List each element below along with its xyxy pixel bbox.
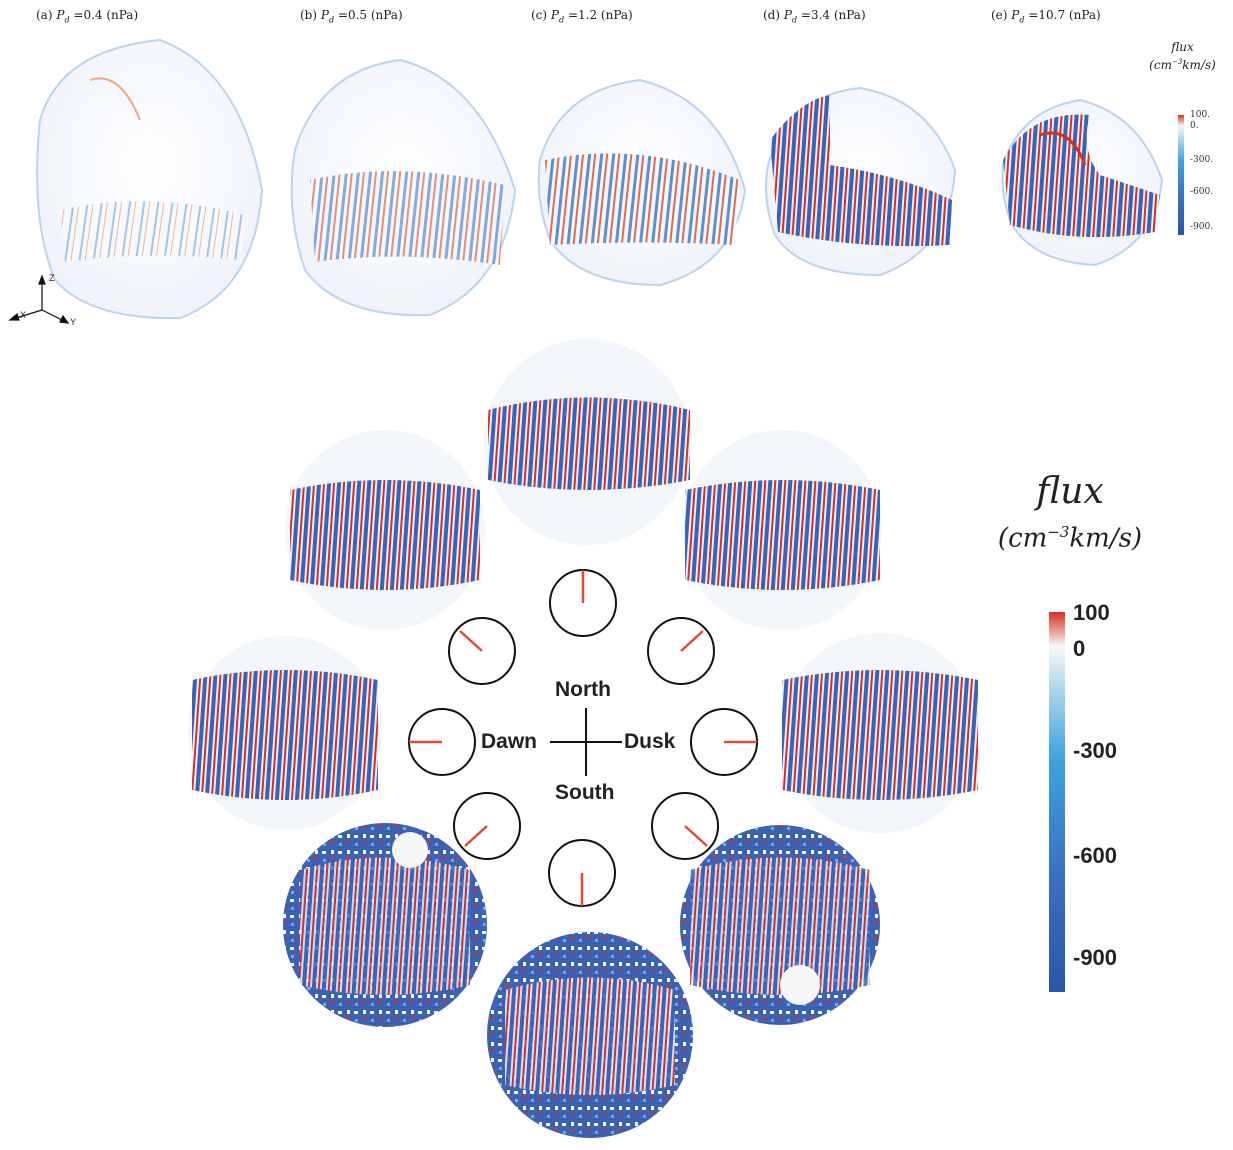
panel-d-image — [765, 86, 957, 277]
clock-dial-northwest-icon — [448, 617, 516, 685]
clock-dial-northeast-icon — [647, 617, 715, 685]
panel-b-image — [290, 58, 517, 317]
big-tick-0: 0 — [1073, 636, 1086, 661]
sphere-view-bottom — [487, 932, 693, 1138]
small-tick-neg900: -900. — [1190, 222, 1214, 232]
clock-dial-southwest-icon — [453, 792, 521, 860]
panel-value: =3.4 (nPa) — [800, 8, 866, 22]
big-tick-neg900: -900 — [1073, 945, 1118, 970]
panel-title-c: (c) Pd =1.2 (nPa) — [531, 8, 633, 24]
panel-a-image — [36, 38, 264, 320]
panel-value: =10.7 (nPa) — [1028, 8, 1101, 22]
unit-prefix: (cm — [997, 523, 1048, 554]
pd-symbol: P — [320, 8, 329, 22]
pd-subscript: d — [791, 15, 798, 25]
axis-z-label: Z — [49, 273, 55, 283]
small-legend-title: flux (cm−3km/s) — [1135, 40, 1230, 73]
pd-subscript: d — [64, 15, 70, 25]
compass-dusk-label: Dusk — [624, 730, 676, 753]
panel-letter: (c) — [531, 8, 548, 22]
unit-exponent: −3 — [1171, 58, 1183, 66]
clock-dial-east-icon — [690, 708, 758, 776]
small-tick-neg300: -300. — [1190, 155, 1214, 165]
sphere-view-right — [780, 633, 980, 833]
small-tick-0: 0. — [1190, 121, 1199, 131]
panel-value: =0.5 (nPa) — [337, 8, 403, 22]
big-legend-unit: (cm−3km/s) — [950, 514, 1190, 557]
sphere-view-top — [484, 339, 690, 545]
axis-x-label: X — [20, 310, 27, 320]
small-tick-100: 100. — [1190, 110, 1211, 120]
panel-letter: (b) — [300, 8, 318, 22]
unit-prefix: (cm — [1149, 58, 1172, 72]
panel-letter: (e) — [991, 8, 1008, 22]
big-tick-neg300: -300 — [1073, 738, 1118, 763]
small-legend-unit: (cm−3km/s) — [1135, 55, 1230, 73]
small-colorbar — [1178, 115, 1184, 235]
unit-suffix: km/s) — [1182, 58, 1216, 72]
compass-dawn-label: Dawn — [481, 730, 538, 753]
clock-dial-west-icon — [408, 708, 476, 776]
panel-c-image — [537, 78, 747, 287]
axes-triad — [8, 274, 70, 324]
panel-letter: (a) — [36, 8, 53, 22]
panel-value: =1.2 (nPa) — [567, 8, 633, 22]
clock-dial-south-icon — [548, 839, 616, 907]
pd-subscript: d — [559, 15, 565, 25]
panel-letter: (d) — [763, 8, 781, 22]
compass-south-label: South — [555, 781, 615, 804]
big-tick-100: 100 — [1073, 600, 1110, 625]
sphere-view-left — [188, 636, 382, 830]
panel-e-image — [1001, 98, 1164, 267]
pd-symbol: P — [550, 8, 559, 22]
pd-symbol: P — [783, 8, 792, 22]
small-tick-neg600: -600. — [1190, 187, 1214, 197]
axis-y-label: Y — [70, 317, 77, 327]
panel-title-b: (b) Pd =0.5 (nPa) — [300, 8, 403, 24]
pd-symbol: P — [56, 8, 65, 22]
unit-exponent: −3 — [1047, 523, 1070, 541]
panel-title-a: (a) Pd =0.4 (nPa) — [36, 8, 138, 24]
pd-subscript: d — [328, 15, 335, 25]
clock-dial-southeast-icon — [651, 792, 719, 860]
sphere-view-upper-left — [285, 430, 485, 630]
big-legend-title: flux (cm−3km/s) — [950, 470, 1190, 557]
panel-title-e: (e) Pd =10.7 (nPa) — [991, 8, 1101, 24]
panel-title-d: (d) Pd =3.4 (nPa) — [763, 8, 866, 24]
sphere-view-upper-right — [682, 430, 882, 630]
unit-suffix: km/s) — [1069, 523, 1143, 554]
pd-subscript: d — [1019, 15, 1025, 25]
big-colorbar — [1049, 612, 1065, 992]
compass-north-label: North — [555, 678, 611, 701]
compass-cross — [550, 708, 622, 776]
panel-value: =0.4 (nPa) — [73, 8, 139, 22]
small-legend-flux: flux — [1171, 40, 1194, 54]
sphere-view-lower-right — [680, 825, 880, 1025]
big-tick-neg600: -600 — [1073, 843, 1118, 868]
clock-dial-north-icon — [549, 569, 617, 637]
big-legend-flux: flux — [1036, 471, 1104, 512]
sphere-view-lower-left — [283, 823, 487, 1027]
pd-symbol: P — [1011, 8, 1020, 22]
